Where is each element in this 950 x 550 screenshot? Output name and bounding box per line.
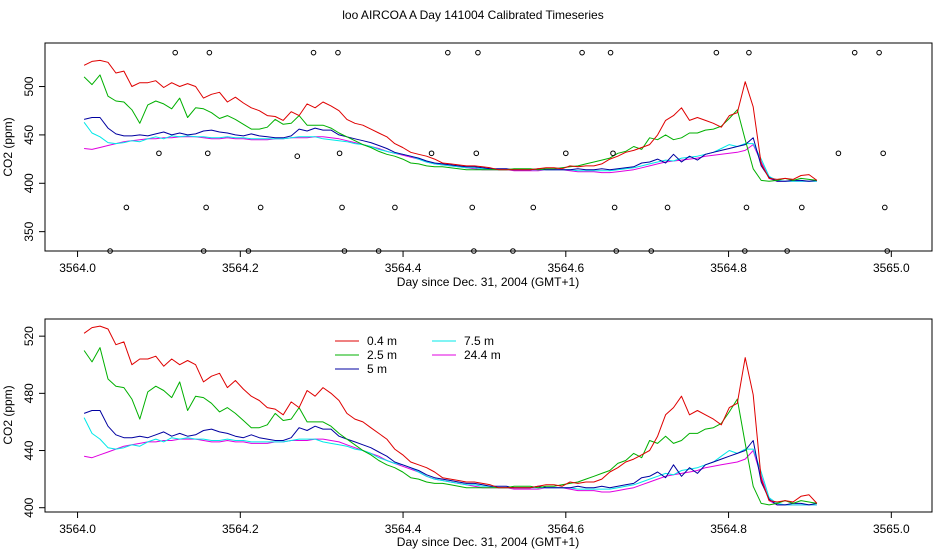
data-point-marker <box>107 248 113 254</box>
series-line-5-m <box>83 117 817 182</box>
bottom-panel: 3564.0 3564.2 3564.4 3564.6 3564.8 3565.0 400… <box>1 318 933 549</box>
series-line-7-5-m <box>83 122 817 182</box>
top-x-axis-label: Day since Dec. 31, 2004 (GMT+1) <box>397 275 579 289</box>
data-point-marker <box>310 49 317 56</box>
chart-title: loo AIRCOA A Day 141004 Calibrated Times… <box>342 8 603 22</box>
data-point-marker <box>200 248 207 254</box>
x-tick-label: 3564.4 <box>385 261 422 275</box>
x-tick-label: 3565.0 <box>873 522 910 536</box>
data-point-marker <box>746 49 752 56</box>
data-point-marker <box>880 150 886 157</box>
x-tick-label: 3564.6 <box>547 261 584 275</box>
x-tick-label: 3564.2 <box>222 522 259 536</box>
data-point-marker <box>835 150 842 157</box>
series-line-0-4-m <box>83 325 818 504</box>
y-tick-label: 350 <box>22 221 36 241</box>
data-point-marker <box>392 204 398 211</box>
data-point-marker <box>742 248 748 254</box>
top-plot-frame <box>44 42 933 252</box>
data-point-marker <box>607 49 614 56</box>
series-line-24-4-m <box>84 136 817 182</box>
data-point-marker <box>743 204 750 211</box>
legend-label: 24.4 m <box>464 348 501 362</box>
data-point-marker <box>473 150 480 157</box>
data-point-marker <box>784 248 790 254</box>
x-tick-label: 3564.4 <box>385 522 422 536</box>
data-point-marker <box>648 248 655 254</box>
data-point-marker <box>335 49 341 56</box>
legend-label: 7.5 m <box>464 334 494 348</box>
data-point-marker <box>257 204 264 211</box>
series-line-2-5-m <box>83 74 817 182</box>
data-point-marker <box>713 49 720 56</box>
y-tick-label: 520 <box>22 326 36 346</box>
top-series-lines <box>83 59 818 182</box>
data-point-marker <box>798 204 805 211</box>
series-line-5-m <box>83 410 817 506</box>
data-point-marker <box>876 49 882 56</box>
data-point-marker <box>475 49 481 56</box>
data-point-marker <box>206 49 213 56</box>
legend-label: 0.4 m <box>367 334 397 348</box>
data-point-marker <box>611 204 618 211</box>
data-point-marker <box>445 49 451 56</box>
series-line-7-5-m <box>83 417 817 506</box>
x-tick-label: 3564.6 <box>547 522 584 536</box>
data-point-marker <box>156 150 162 157</box>
bottom-x-axis-label: Day since Dec. 31, 2004 (GMT+1) <box>397 535 579 549</box>
data-point-marker <box>882 204 888 211</box>
data-point-marker <box>123 204 130 211</box>
data-point-marker <box>172 49 179 56</box>
bottom-y-axis: 400 440 480 520 <box>22 326 45 518</box>
data-point-marker <box>294 153 301 159</box>
data-point-marker <box>530 204 537 211</box>
data-point-marker <box>245 248 252 254</box>
bottom-x-axis: 3564.0 3564.2 3564.4 3564.6 3564.8 3565.0 <box>59 512 910 536</box>
legend-label: 2.5 m <box>367 348 397 362</box>
y-tick-label: 480 <box>22 383 36 403</box>
series-line-24-4-m <box>84 438 817 506</box>
data-point-marker <box>204 150 211 157</box>
data-point-marker <box>336 150 343 157</box>
top-markers <box>107 49 891 254</box>
y-tick-label: 450 <box>22 125 36 145</box>
bottom-series-lines <box>83 325 818 506</box>
top-y-axis: 350 400 450 500 <box>22 76 45 242</box>
x-tick-label: 3564.0 <box>59 261 96 275</box>
data-point-marker <box>610 150 616 157</box>
data-point-marker <box>510 248 516 254</box>
top-panel: 3564.0 3564.2 3564.4 3564.6 3564.8 3565.0 350… <box>1 42 933 289</box>
data-point-marker <box>613 248 620 254</box>
x-tick-label: 3564.0 <box>59 522 96 536</box>
data-point-marker <box>339 204 345 211</box>
y-tick-label: 400 <box>22 173 36 193</box>
data-point-marker <box>375 248 382 254</box>
legend: 0.4 m2.5 m5 m 7.5 m24.4 m <box>335 334 501 376</box>
data-point-marker <box>471 248 477 254</box>
x-tick-label: 3565.0 <box>873 261 910 275</box>
series-line-2-5-m <box>83 347 817 506</box>
top-x-axis: 3564.0 3564.2 3564.4 3564.6 3564.8 3565.0 <box>59 251 910 275</box>
data-point-marker <box>664 204 671 211</box>
y-tick-label: 440 <box>22 440 36 460</box>
data-point-marker <box>851 49 858 56</box>
top-y-axis-label: CO2 (ppm) <box>1 117 15 176</box>
data-point-marker <box>469 204 476 211</box>
data-point-marker <box>579 49 585 56</box>
bottom-y-axis-label: CO2 (ppm) <box>1 385 15 444</box>
data-point-marker <box>203 204 209 211</box>
data-point-marker <box>884 248 891 254</box>
y-tick-label: 400 <box>22 497 36 517</box>
bottom-plot-frame <box>44 318 933 513</box>
x-tick-label: 3564.8 <box>710 261 747 275</box>
series-line-0-4-m <box>83 59 818 181</box>
x-tick-label: 3564.2 <box>222 261 259 275</box>
data-point-marker <box>341 248 348 254</box>
data-point-marker <box>563 150 569 157</box>
data-point-marker <box>428 150 435 157</box>
y-tick-label: 500 <box>22 76 36 96</box>
x-tick-label: 3564.8 <box>710 522 747 536</box>
legend-label: 5 m <box>367 362 387 376</box>
